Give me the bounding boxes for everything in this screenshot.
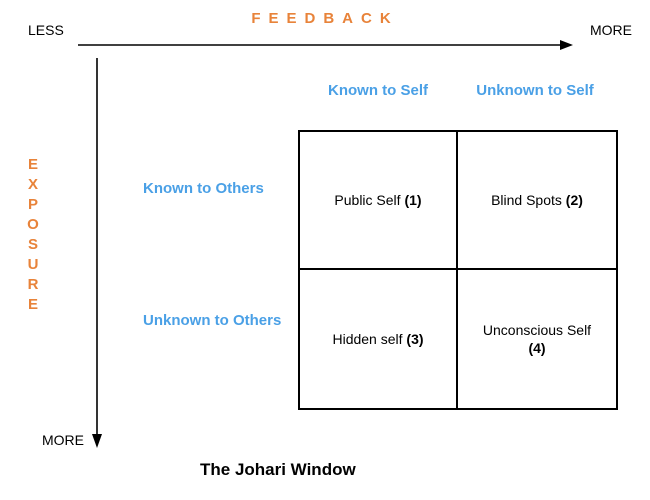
exposure-axis-end-label: MORE	[42, 432, 84, 448]
quadrant-blind-spots: Blind Spots (2)	[458, 132, 616, 270]
johari-window-diagram: LESS FEEDBACK MORE EXPOSURE MORE Known t…	[0, 0, 650, 500]
quadrant-public-self: Public Self (1)	[300, 132, 458, 270]
column-header-known-to-self: Known to Self	[303, 82, 453, 100]
quadrant-unconscious-self: Unconscious Self (4)	[458, 270, 616, 408]
quadrant-text: Public Self	[334, 192, 404, 208]
quadrant-number: (3)	[406, 331, 423, 347]
column-header-unknown-to-self: Unknown to Self	[460, 82, 610, 100]
quadrant-number: (1)	[404, 192, 421, 208]
exposure-arrow-icon	[92, 58, 102, 448]
quadrant-grid: Public Self (1) Blind Spots (2) Hidden s…	[298, 130, 618, 410]
quadrant-text: Unconscious Self	[483, 321, 591, 339]
quadrant-hidden-self: Hidden self (3)	[300, 270, 458, 408]
diagram-title: The Johari Window	[200, 460, 356, 480]
feedback-arrow-icon	[78, 40, 573, 50]
exposure-axis-title: EXPOSURE	[26, 155, 42, 315]
feedback-axis-end-label: MORE	[590, 22, 632, 38]
quadrant-number: (4)	[528, 339, 545, 357]
row-header-unknown-to-others: Unknown to Others	[143, 312, 283, 330]
quadrant-number: (2)	[566, 192, 583, 208]
feedback-axis-title: FEEDBACK	[0, 10, 650, 27]
quadrant-text: Blind Spots	[491, 192, 566, 208]
row-header-known-to-others: Known to Others	[143, 180, 283, 198]
quadrant-text: Hidden self	[332, 331, 406, 347]
